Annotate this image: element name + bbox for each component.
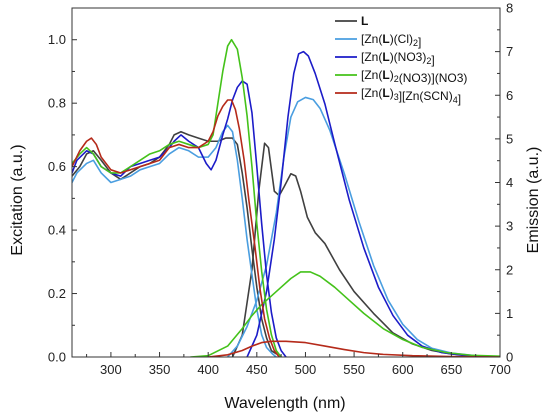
x-axis-title: Wavelength (nm) (224, 395, 345, 412)
series-zn-l-cl-2-emission (226, 96, 500, 357)
axes-layer: 300 350 400 450 500 550 600 650 7000.00.20.40.60… (48, 1, 513, 378)
y-right-axis-title: Emission (a.u.) (525, 147, 542, 254)
y-left-tick-label: 0.0 (48, 350, 66, 365)
x-tick-label: 600 (392, 362, 414, 377)
series-zn-l-2-no3-no3-emission (189, 271, 500, 357)
y-left-tick-label: 0.2 (48, 286, 66, 301)
x-tick-label: 450 (246, 362, 268, 377)
y-right-tick-label: 6 (506, 88, 513, 103)
legend-label: [Zn(L)3][Zn(SCN)4] (361, 86, 461, 106)
y-right-tick-label: 1 (506, 306, 513, 321)
series-layer (72, 38, 500, 357)
y-left-axis-title: Excitation (a.u.) (9, 144, 26, 255)
y-right-tick-label: 2 (506, 262, 513, 277)
x-tick-label: 300 (100, 362, 122, 377)
legend-label: [Zn(L)2(NO3)](NO3) (361, 68, 467, 85)
series-zn-l-3-zn-scn-4-excitation (72, 99, 280, 357)
y-left-tick-label: 0.8 (48, 96, 66, 111)
y-right-tick-label: 7 (506, 44, 513, 59)
series-l-excitation (72, 130, 278, 355)
legend-label: [Zn(L)(Cl)2] (361, 32, 421, 49)
series-zn-l-2-no3-no3-excitation (72, 38, 282, 357)
y-right-tick-label: 5 (506, 131, 513, 146)
y-right-tick-label: 8 (506, 1, 513, 16)
series-zn-l-cl-2-excitation (72, 124, 278, 357)
legend-label: [Zn(L)(NO3)2] (361, 50, 435, 67)
x-tick-label: 700 (489, 362, 511, 377)
legend-label: L (361, 14, 368, 28)
x-tick-label: 650 (441, 362, 463, 377)
x-tick-label: 350 (149, 362, 171, 377)
series-zn-l-no3-2-excitation (72, 80, 287, 357)
y-right-tick-label: 0 (506, 350, 513, 365)
x-tick-label: 500 (295, 362, 317, 377)
y-left-tick-label: 0.6 (48, 159, 66, 174)
y-right-tick-label: 3 (506, 219, 513, 234)
x-tick-label: 550 (343, 362, 365, 377)
x-tick-label: 400 (197, 362, 219, 377)
series-zn-l-no3-2-emission (246, 50, 500, 357)
y-right-tick-label: 4 (506, 175, 513, 190)
y-left-tick-label: 1.0 (48, 32, 66, 47)
legend: L [Zn(L)(Cl)2][Zn(L)(NO3)2][Zn(L)2(NO3)](… (335, 14, 467, 106)
y-left-tick-label: 0.4 (48, 223, 66, 238)
